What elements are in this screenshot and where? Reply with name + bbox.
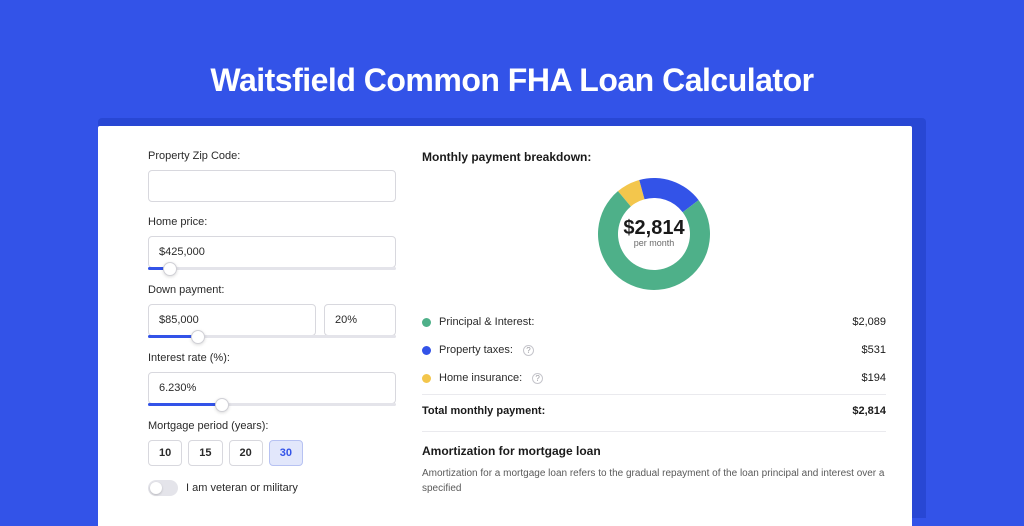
legend-dot-icon [422,346,431,355]
down-payment-pct-input[interactable] [324,304,396,336]
zip-label: Property Zip Code: [148,150,396,162]
home-price-slider[interactable] [148,267,396,270]
total-value: $2,814 [852,405,886,417]
page-root: Waitsfield Common FHA Loan Calculator Pr… [0,0,1024,512]
divider [422,431,886,432]
legend-row: Property taxes:? $531 [422,336,886,364]
interest-rate-input[interactable] [148,372,396,404]
veteran-toggle[interactable] [148,480,178,496]
donut-chart-wrap: $2,814 per month [422,168,886,308]
period-option-10[interactable]: 10 [148,440,182,466]
page-title: Waitsfield Common FHA Loan Calculator [0,0,1024,99]
calculator-card: Property Zip Code: Home price: Down paym… [98,126,912,526]
breakdown-title: Monthly payment breakdown: [422,150,886,164]
total-label: Total monthly payment: [422,405,545,417]
legend: Principal & Interest: $2,089 Property taxe… [422,308,886,392]
legend-left: Property taxes:? [422,344,534,356]
form-column: Property Zip Code: Home price: Down paym… [148,150,396,526]
home-price-label: Home price: [148,216,396,228]
legend-value: $194 [862,372,886,384]
toggle-knob [150,482,162,494]
slider-thumb[interactable] [215,398,229,412]
field-mortgage-period: Mortgage period (years): 10 15 20 30 [148,420,396,466]
field-down-payment: Down payment: [148,284,396,338]
slider-fill [148,403,222,406]
field-home-price: Home price: [148,216,396,270]
legend-value: $2,089 [852,316,886,328]
legend-left: Home insurance:? [422,372,543,384]
amortization-body: Amortization for a mortgage loan refers … [422,466,886,496]
amortization-title: Amortization for mortgage loan [422,444,886,458]
info-icon[interactable]: ? [523,345,534,356]
down-payment-label: Down payment: [148,284,396,296]
mortgage-period-label: Mortgage period (years): [148,420,396,432]
legend-left: Principal & Interest: [422,316,534,328]
legend-label: Property taxes: [439,344,513,356]
interest-rate-slider[interactable] [148,403,396,406]
legend-dot-icon [422,374,431,383]
field-zip: Property Zip Code: [148,150,396,202]
total-row: Total monthly payment: $2,814 [422,394,886,417]
donut-center-sub: per month [634,238,675,248]
legend-dot-icon [422,318,431,327]
mortgage-period-options: 10 15 20 30 [148,440,396,466]
home-price-input[interactable] [148,236,396,268]
interest-rate-label: Interest rate (%): [148,352,396,364]
legend-label: Principal & Interest: [439,316,534,328]
field-interest-rate: Interest rate (%): [148,352,396,406]
period-option-15[interactable]: 15 [188,440,222,466]
donut-chart: $2,814 per month [589,174,719,294]
legend-row: Home insurance:? $194 [422,364,886,392]
period-option-30[interactable]: 30 [269,440,303,466]
legend-value: $531 [862,344,886,356]
legend-row: Principal & Interest: $2,089 [422,308,886,336]
down-payment-row [148,304,396,336]
slider-thumb[interactable] [191,330,205,344]
veteran-toggle-label: I am veteran or military [186,482,298,494]
slider-thumb[interactable] [163,262,177,276]
zip-input[interactable] [148,170,396,202]
down-payment-input[interactable] [148,304,316,336]
donut-center-value: $2,814 [623,217,685,239]
period-option-20[interactable]: 20 [229,440,263,466]
legend-label: Home insurance: [439,372,522,384]
breakdown-column: Monthly payment breakdown: $2,814 per mo… [422,150,886,526]
info-icon[interactable]: ? [532,373,543,384]
veteran-toggle-row: I am veteran or military [148,480,396,496]
down-payment-slider[interactable] [148,335,396,338]
